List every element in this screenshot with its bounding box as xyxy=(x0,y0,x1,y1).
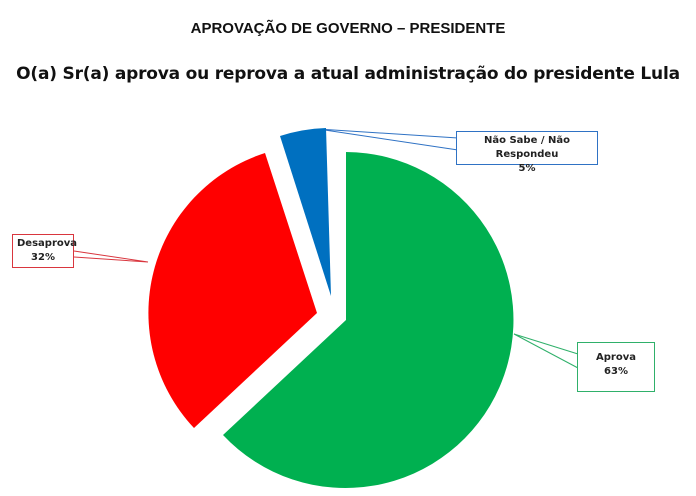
data-label-desaprova: Desaprova 32% xyxy=(12,234,78,268)
leader-line-aprova xyxy=(513,333,579,369)
label-name: Desaprova xyxy=(17,238,78,249)
label-value: 5% xyxy=(518,163,536,174)
slice-aprova[interactable] xyxy=(223,152,514,488)
label-name: Não Sabe / Não Respondeu xyxy=(484,135,570,160)
slice-desaprova[interactable] xyxy=(148,153,317,428)
data-label-nao-sabe: Não Sabe / Não Respondeu 5% xyxy=(456,131,598,174)
chart-subtitle: O(a) Sr(a) aprova ou reprova a atual adm… xyxy=(16,64,680,84)
leader-line-desaprova xyxy=(73,250,149,263)
label-value: 63% xyxy=(604,366,628,377)
slice-nao-sabe[interactable] xyxy=(280,128,331,296)
label-value: 32% xyxy=(31,252,55,263)
data-label-aprova: Aprova 63% xyxy=(577,342,655,392)
label-name: Aprova xyxy=(596,352,636,363)
leader-line-nsnr xyxy=(317,128,459,151)
chart-title: APROVAÇÃO DE GOVERNO – PRESIDENTE xyxy=(190,20,506,37)
